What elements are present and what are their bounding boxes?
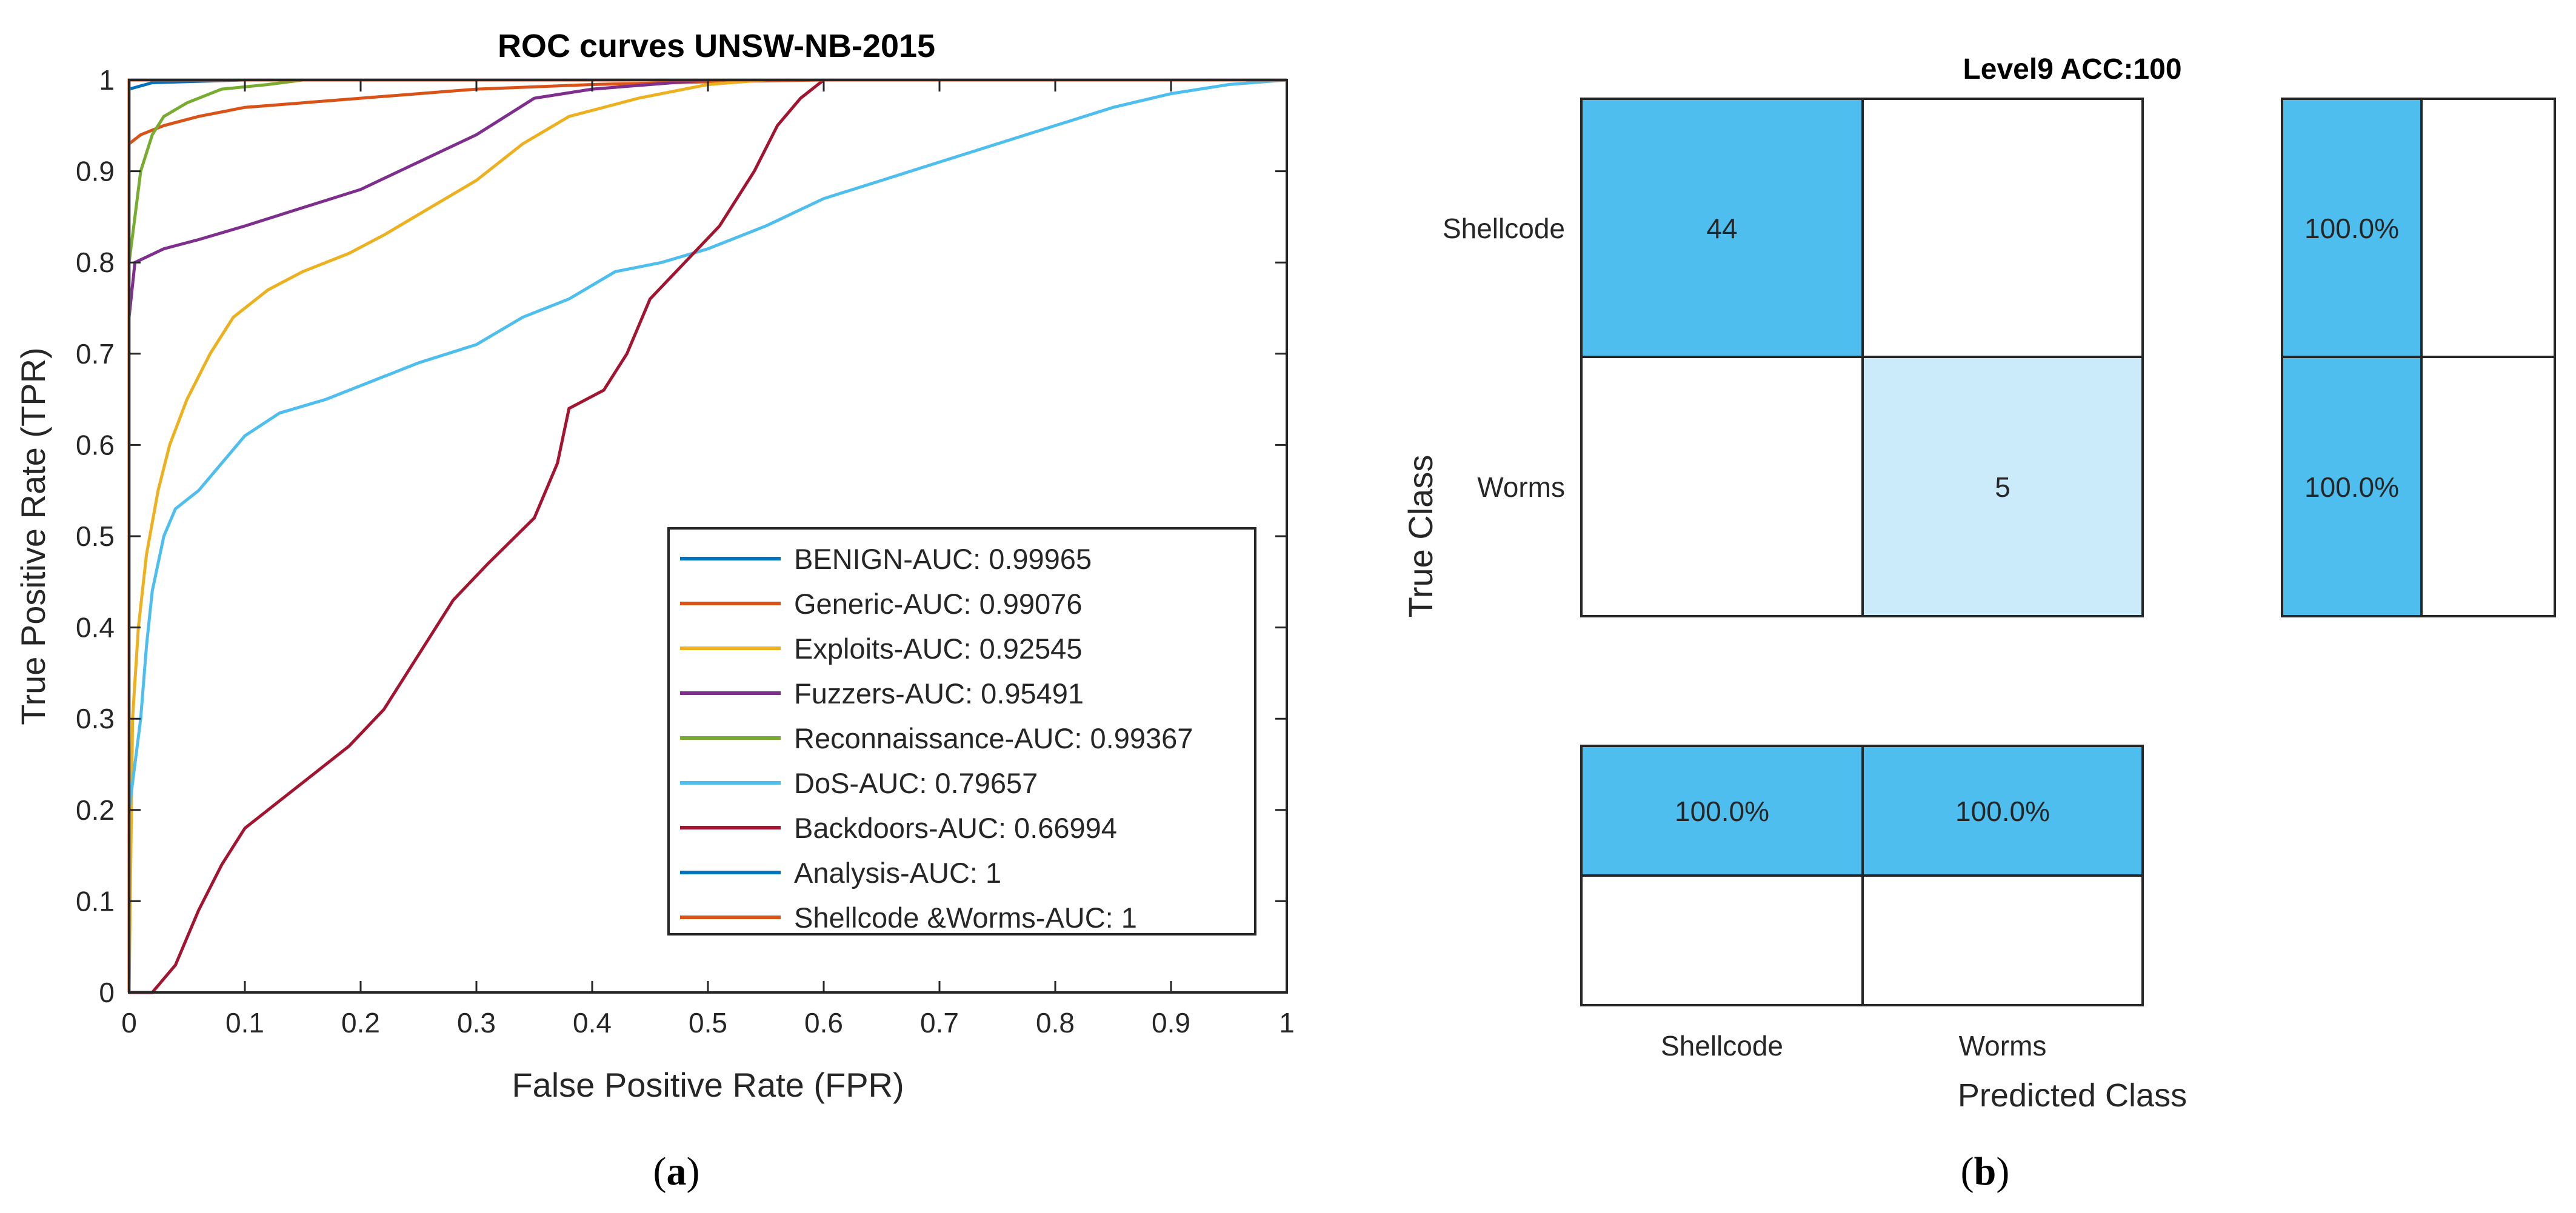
roc-xlabel: False Positive Rate (FPR): [512, 1066, 904, 1104]
col-summary-correct-1-value: 100.0%: [1955, 796, 2050, 827]
y-tick-label: 0.8: [76, 247, 115, 278]
col-summary-correct-0-value: 100.0%: [1675, 796, 1769, 827]
cm-cell-1-1-value: 5: [1995, 471, 2010, 503]
cm-xlabel: Predicted Class: [1958, 1077, 2187, 1114]
legend-label-0: BENIGN-AUC: 0.99965: [794, 543, 1092, 575]
y-tick-label: 0.6: [76, 429, 115, 460]
row-summary-correct-1-value: 100.0%: [2304, 471, 2399, 503]
legend-label-1: Generic-AUC: 0.99076: [794, 588, 1082, 620]
roc-ylabel: True Positive Rate (TPR): [14, 347, 52, 725]
roc-ticks: 0 0.1 0.2 0.3 0.4 0.5 0.6 0.7 0.8 0.9 1 0 0.1 0.2 0.3 0…: [76, 64, 1295, 1039]
y-tick-label: 0.5: [76, 520, 115, 552]
cm-title: Level9 ACC:100: [1963, 53, 2181, 85]
roc-curve-4: [127, 78, 1287, 992]
confusion-matrix: Level9 ACC:100 44 5 100.0% 100.0% 100.0% 100.…: [1401, 53, 2556, 1194]
y-tick-label: 0.2: [76, 794, 115, 826]
col-summary-error-0: [1580, 874, 1864, 1006]
y-tick-label: 0.9: [76, 156, 115, 187]
roc-curve-2: [127, 78, 1287, 993]
x-tick-label: 0.3: [457, 1007, 496, 1039]
y-tick-label: 0.3: [76, 703, 115, 734]
legend-label-2: Exploits-AUC: 0.92545: [794, 633, 1082, 665]
cm-col-label: Shellcode: [1661, 1030, 1783, 1062]
cm-cell-0-0-value: 44: [1706, 213, 1737, 244]
row-summary-correct-0: [2281, 98, 2423, 358]
roc-curve-6: [129, 78, 1287, 994]
legend-label-8: Shellcode &Worms-AUC: 1: [794, 902, 1137, 934]
y-tick-label: 0.7: [76, 338, 115, 370]
col-summary-error-1: [1861, 874, 2144, 1006]
x-tick-label: 0.8: [1036, 1007, 1075, 1039]
x-tick-label: 0.4: [573, 1007, 612, 1039]
x-tick-label: 1: [1279, 1007, 1295, 1039]
roc-curve-3: [127, 78, 1287, 992]
cm-row-label: Shellcode: [1443, 213, 1565, 244]
x-tick-label: 0.9: [1152, 1007, 1190, 1039]
legend-label-6: Backdoors-AUC: 0.66994: [794, 812, 1117, 844]
x-tick-label: 0: [121, 1007, 137, 1039]
roc-legend: BENIGN-AUC: 0.99965 Generic-AUC: 0.99076 E…: [667, 527, 1256, 936]
cm-cell-0-1: [1861, 98, 2144, 358]
caption-a: (a): [653, 1149, 700, 1194]
x-tick-label: 0.1: [225, 1007, 264, 1039]
cm-row-label: Worms: [1477, 471, 1565, 503]
cm-col-label: Worms: [1959, 1030, 2047, 1062]
cm-ylabel: True Class: [1401, 455, 1440, 618]
x-tick-label: 0.7: [920, 1007, 959, 1039]
x-tick-label: 0.2: [341, 1007, 380, 1039]
cm-cells: 44 5 100.0% 100.0% 100.0% 100.0% Shellcode Worm…: [1443, 98, 2556, 1062]
row-summary-error-1: [2420, 356, 2556, 617]
caption-b: (b): [1961, 1149, 2010, 1194]
y-tick-label: 0.1: [76, 885, 115, 917]
roc-chart: ROC curves UNSW-NB-2015 0 0.1 0.2 0.3 0.4 0.5…: [14, 28, 1295, 1194]
legend-label-7: Analysis-AUC: 1: [794, 857, 1001, 889]
y-tick-label: 0.4: [76, 612, 115, 643]
y-tick-label: 1: [99, 64, 115, 96]
row-summary-error-0: [2420, 98, 2556, 358]
col-summary-correct-1: [1861, 745, 2144, 877]
legend-label-5: DoS-AUC: 0.79657: [794, 767, 1038, 799]
legend-box: [667, 527, 1256, 936]
legend-label-4: Reconnaissance-AUC: 0.99367: [794, 722, 1193, 754]
x-tick-label: 0.5: [689, 1007, 727, 1039]
cm-cell-1-1: [1861, 356, 2144, 617]
roc-curve-5: [127, 78, 1287, 992]
row-summary-correct-1: [2281, 356, 2423, 617]
roc-title: ROC curves UNSW-NB-2015: [498, 28, 935, 64]
y-tick-label: 0: [99, 977, 115, 1008]
x-tick-label: 0.6: [804, 1007, 843, 1039]
cm-cell-1-0: [1580, 356, 1864, 617]
legend-label-3: Fuzzers-AUC: 0.95491: [794, 677, 1084, 710]
row-summary-correct-0-value: 100.0%: [2304, 213, 2399, 244]
